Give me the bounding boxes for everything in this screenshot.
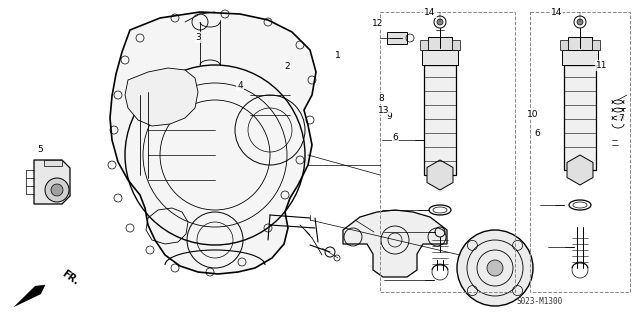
Text: 11: 11 [596, 61, 607, 70]
Polygon shape [343, 210, 447, 277]
Text: 9: 9 [387, 112, 392, 121]
Text: 7: 7 [618, 114, 623, 122]
Bar [387, 32, 407, 44]
Polygon shape [125, 68, 198, 126]
Circle shape [487, 260, 503, 276]
Text: 5: 5 [38, 145, 43, 154]
Circle shape [577, 19, 583, 25]
Bar [530, 12, 630, 292]
Text: 10: 10 [527, 110, 538, 119]
Text: 8: 8 [378, 94, 383, 103]
Circle shape [45, 178, 69, 202]
Text: 14: 14 [551, 8, 563, 17]
Text: 13: 13 [378, 106, 390, 115]
Bar [560, 40, 568, 50]
Polygon shape [110, 12, 316, 274]
Text: 1: 1 [335, 51, 340, 60]
Bar [564, 65, 596, 170]
Text: 12: 12 [372, 19, 383, 28]
Text: 4: 4 [237, 81, 243, 90]
Text: FR.: FR. [60, 269, 81, 287]
Polygon shape [427, 160, 453, 190]
Bar [420, 40, 428, 50]
Polygon shape [13, 285, 45, 307]
Bar [44, 160, 62, 166]
Text: S023-M1300: S023-M1300 [517, 298, 563, 307]
Text: 3: 3 [196, 33, 201, 42]
Bar [422, 50, 458, 65]
Bar [562, 50, 598, 65]
Text: 6: 6 [535, 130, 540, 138]
Bar [452, 40, 460, 50]
Text: 2: 2 [284, 63, 289, 71]
Bar [380, 12, 515, 292]
Text: 6: 6 [393, 133, 398, 142]
Circle shape [437, 19, 443, 25]
Circle shape [51, 184, 63, 196]
Polygon shape [34, 160, 70, 204]
Circle shape [457, 230, 533, 306]
Text: 14: 14 [424, 8, 436, 17]
Polygon shape [567, 155, 593, 185]
Bar [428, 37, 452, 50]
Bar [424, 65, 456, 175]
Bar [568, 37, 592, 50]
Bar [592, 40, 600, 50]
